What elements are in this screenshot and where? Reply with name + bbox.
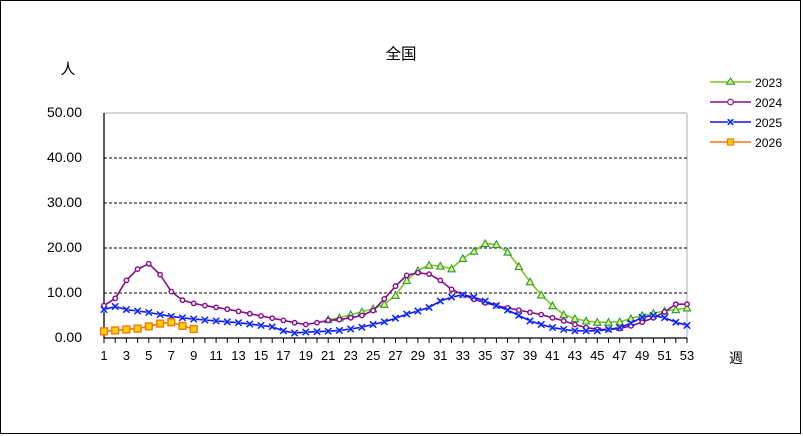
svg-text:20.00: 20.00 — [47, 239, 82, 255]
svg-text:10.00: 10.00 — [47, 284, 82, 300]
svg-text:9: 9 — [190, 348, 197, 363]
svg-text:39: 39 — [523, 348, 537, 363]
svg-text:40.00: 40.00 — [47, 149, 82, 165]
svg-text:37: 37 — [500, 348, 514, 363]
svg-text:21: 21 — [321, 348, 335, 363]
svg-text:1: 1 — [100, 348, 107, 363]
svg-text:25: 25 — [366, 348, 380, 363]
svg-text:53: 53 — [680, 348, 694, 363]
svg-text:43: 43 — [568, 348, 582, 363]
svg-text:45: 45 — [590, 348, 604, 363]
svg-text:30.00: 30.00 — [47, 194, 82, 210]
svg-text:31: 31 — [433, 348, 447, 363]
svg-text:51: 51 — [657, 348, 671, 363]
svg-text:11: 11 — [209, 348, 223, 363]
svg-text:49: 49 — [635, 348, 649, 363]
svg-text:3: 3 — [123, 348, 130, 363]
svg-text:15: 15 — [254, 348, 268, 363]
svg-text:2026: 2026 — [755, 136, 782, 150]
svg-text:50.00: 50.00 — [47, 104, 82, 120]
svg-text:2024: 2024 — [755, 96, 782, 110]
svg-text:0.00: 0.00 — [55, 329, 82, 345]
svg-text:19: 19 — [299, 348, 313, 363]
svg-text:17: 17 — [276, 348, 290, 363]
svg-text:23: 23 — [343, 348, 357, 363]
svg-text:13: 13 — [231, 348, 245, 363]
svg-text:5: 5 — [145, 348, 152, 363]
svg-text:人: 人 — [60, 61, 75, 78]
svg-text:2023: 2023 — [755, 76, 782, 90]
svg-text:27: 27 — [388, 348, 402, 363]
svg-text:41: 41 — [545, 348, 559, 363]
svg-text:7: 7 — [168, 348, 175, 363]
svg-text:2025: 2025 — [755, 116, 782, 130]
svg-text:33: 33 — [456, 348, 470, 363]
svg-text:47: 47 — [612, 348, 626, 363]
svg-text:29: 29 — [411, 348, 425, 363]
svg-text:35: 35 — [478, 348, 492, 363]
svg-text:週: 週 — [729, 350, 743, 366]
svg-text:全国: 全国 — [385, 45, 416, 63]
